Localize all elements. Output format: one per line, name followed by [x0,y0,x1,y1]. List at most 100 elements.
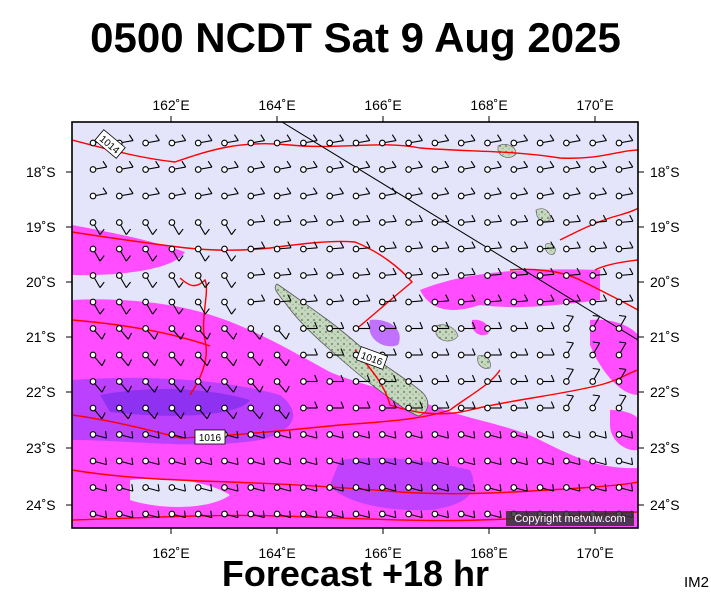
wind-barb-station [563,431,570,438]
wind-barb-station [194,457,202,465]
wind-barb-feather [552,484,555,492]
lat-label-left: 21˚S [26,329,56,345]
wind-barb-feather [525,484,528,492]
wind-barb-station [378,404,386,412]
wind-barb-station [457,378,465,385]
wind-barb-station [378,457,386,465]
wind-barb-feather [101,412,106,419]
wind-barb-station [615,298,623,306]
wind-barb-feather [498,321,503,329]
wind-barb-station [89,404,97,412]
wind-barb-feather [236,457,239,465]
wind-barb-station [405,510,412,518]
wind-barb-feather [262,510,265,518]
wind-barb-feather [101,385,106,393]
wind-barb-feather [419,401,424,409]
wind-barb-station [273,219,281,226]
wind-barb-station [484,510,491,518]
wind-barb-station [247,457,255,465]
wind-barb-station [247,510,255,518]
wind-barb-feather [524,374,529,382]
wind-barb-feather [206,412,211,419]
wind-barb-feather [152,281,158,288]
wind-barb-feather [550,374,555,382]
wind-barb-station [536,457,544,465]
wind-barb-feather [499,457,502,465]
lat-label-left: 18˚S [26,164,56,180]
wind-barb-station [352,378,360,385]
wind-barb-station [142,457,149,465]
wind-barb-feather [498,374,503,382]
wind-barb-feather [289,457,292,465]
wind-barb-station [142,139,149,147]
wind-barb-station [510,325,518,332]
wind-barb-station [536,325,544,332]
wind-barb-feather [287,241,292,249]
wind-barb-station [536,219,544,226]
wind-barb-station [300,378,307,385]
wind-barb-station [326,245,334,253]
lat-label-right: 24˚S [650,497,680,513]
wind-barb-feather [259,359,264,366]
wind-barb-feather [260,134,266,141]
wind-barb-station [326,298,334,306]
wind-barb-station [457,298,465,306]
wind-barb-station [431,457,439,465]
map-axes: 162˚E 162˚E 164˚E 164˚E 166˚E 166˚E 168˚E 168˚E… [26,97,680,561]
wind-barb-feather [418,134,423,141]
wind-barb-station [326,272,334,279]
wind-barb-station [273,431,281,438]
wind-barb-feather [99,281,105,288]
wind-barb-station [484,457,491,465]
wind-barb-feather [419,348,424,356]
wind-barb-station [405,378,412,385]
wind-barb-station [589,245,597,253]
wind-barb-feather [418,294,424,302]
wind-barb-feather [368,457,371,465]
wind-barb-station [378,298,386,306]
wind-barbs [89,134,634,519]
wind-barb-feather [497,294,502,302]
wind-barb-feather [181,187,187,194]
wind-barb-feather [285,412,290,419]
wind-barb-feather [105,510,108,518]
wind-barb-feather [618,394,627,397]
wind-barb-feather [592,314,600,317]
wind-barb-feather [523,187,529,194]
lat-label-right: 19˚S [650,219,680,235]
wind-barb-station [300,166,307,173]
wind-barb-station [378,219,386,226]
wind-barb-feather [234,187,239,194]
wind-barb-station [247,245,255,253]
wind-barb-feather [210,510,213,518]
wind-barb-station [142,431,149,438]
wind-barb-station [221,192,228,200]
wind-barb-feather [180,412,185,419]
wind-barb-feather [471,348,476,356]
wind-barb-station [194,325,202,332]
wind-barb-feather [157,510,160,518]
wind-barb-station [142,484,149,491]
wind-barb-feather [602,187,607,194]
wind-barb-feather [260,294,266,302]
wind-barb-station [194,298,202,306]
wind-barb-station [194,219,202,226]
wind-barb-station [563,139,570,147]
wind-barb-feather [105,431,108,439]
wind-barb-feather [592,341,600,344]
wind-barb-station [89,457,97,465]
wind-barb-feather [445,401,450,409]
wind-barb-feather [550,294,555,302]
wind-barb-station [405,139,412,147]
wind-barb-feather [365,134,371,141]
wind-barb-station [484,298,491,306]
wind-barb-feather [260,160,266,168]
wind-barb-feather [101,332,106,340]
wind-barb-station [115,431,123,438]
wind-barb-station [431,219,439,226]
wind-barb-station [457,192,465,200]
wind-barb-feather [418,187,423,194]
wind-barb-feather [497,187,502,194]
wind-barb-station [431,351,439,359]
wind-barb-feather [471,267,476,275]
